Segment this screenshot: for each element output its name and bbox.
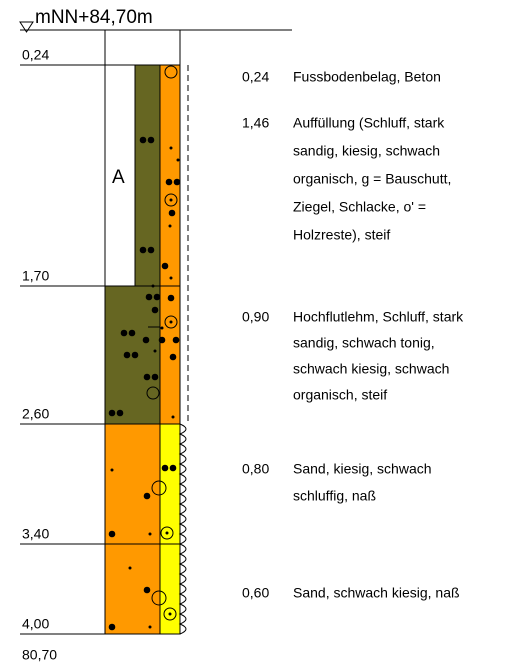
column-label: A <box>112 167 125 188</box>
symbol <box>153 293 161 301</box>
layer-description: Sand, kiesig, schwach <box>293 461 432 477</box>
bottom-elevation: 80,70 <box>22 647 57 663</box>
symbol <box>128 329 136 337</box>
symbol <box>165 178 173 186</box>
symbol <box>143 492 151 500</box>
depth-label: 4,00 <box>22 616 49 632</box>
symbol <box>139 136 147 144</box>
depth-label: 3,40 <box>22 526 49 542</box>
layer-description: Ziegel, Schlacke, o' = <box>293 199 426 215</box>
olive-band <box>134 64 161 287</box>
symbol <box>167 294 175 302</box>
symbol <box>164 193 178 207</box>
symbol <box>143 586 151 594</box>
layer-description: sandig, schwach tonig, <box>293 335 435 351</box>
symbol <box>160 526 174 540</box>
layer-thickness: 0,80 <box>242 461 269 477</box>
symbol <box>164 65 178 79</box>
symbol <box>169 276 173 280</box>
symbol <box>148 532 152 536</box>
symbol <box>151 590 167 606</box>
orange-band <box>104 423 161 545</box>
symbol <box>169 464 177 472</box>
layer-description: Sand, schwach kiesig, naß <box>293 585 460 601</box>
layer-description: Hochflutlehm, Schluff, stark <box>293 309 464 325</box>
symbol <box>158 336 166 344</box>
layer-description: Fussbodenbelag, Beton <box>293 69 441 85</box>
symbol <box>108 623 116 631</box>
layer-description: schwach kiesig, schwach <box>293 361 449 377</box>
symbol <box>143 373 151 381</box>
symbol <box>151 284 155 288</box>
symbol <box>165 531 169 535</box>
surface-layer <box>104 29 181 66</box>
symbol <box>146 386 160 400</box>
wavy-boundary <box>178 423 187 635</box>
layer-thickness: 0,60 <box>242 585 269 601</box>
symbol <box>128 566 132 570</box>
symbol <box>153 349 157 353</box>
orange-band <box>104 543 161 635</box>
symbol <box>142 336 150 344</box>
depth-label: 2,60 <box>22 406 49 422</box>
symbol <box>131 351 139 359</box>
symbol <box>120 329 128 337</box>
depth-label: 0,24 <box>22 47 49 63</box>
symbol <box>161 262 169 270</box>
symbol <box>145 293 153 301</box>
symbol <box>164 315 178 329</box>
symbol <box>116 409 124 417</box>
fill-box <box>104 64 136 287</box>
symbol <box>168 209 176 217</box>
symbol <box>168 612 172 616</box>
symbol <box>161 464 169 472</box>
yellow-band <box>159 423 181 545</box>
symbol <box>147 246 155 254</box>
orange-band <box>159 64 181 287</box>
layer-description: sandig, kiesig, schwach <box>293 143 440 159</box>
layer-thickness: 0,90 <box>242 309 269 325</box>
symbol <box>147 136 155 144</box>
symbol <box>169 320 173 324</box>
symbol <box>169 353 177 361</box>
orange-band <box>159 285 181 425</box>
layer-description: organisch, g = Bauschutt, <box>293 171 451 187</box>
symbol <box>163 607 177 621</box>
symbol <box>148 625 152 629</box>
symbol <box>172 336 180 344</box>
column <box>104 29 189 635</box>
layer-description: organisch, steif <box>293 387 387 403</box>
symbol <box>151 306 159 314</box>
elevation-triangle <box>19 21 34 33</box>
layer-description: schluffig, naß <box>293 488 376 504</box>
symbol <box>123 351 131 359</box>
layer-thickness: 0,24 <box>242 69 269 85</box>
symbol <box>168 224 172 228</box>
symbol <box>108 409 116 417</box>
elevation: mNN+84,70m <box>35 7 153 28</box>
symbol <box>176 158 180 162</box>
depth-label: 1,70 <box>22 268 49 284</box>
dynamic: 0,24 1,70 2,60 3,40 4,00 0,24 Fussbodenbelag, … <box>20 47 464 635</box>
symbol <box>110 468 114 472</box>
symbol <box>160 326 164 330</box>
symbol <box>151 480 167 496</box>
symbol <box>169 146 173 150</box>
symbol <box>169 198 173 202</box>
symbol <box>173 178 181 186</box>
symbol <box>151 373 159 381</box>
layer-description: Holzreste), steif <box>293 227 390 243</box>
layer-description: Auffüllung (Schluff, stark <box>293 115 445 131</box>
symbol <box>108 530 116 538</box>
symbol <box>139 246 147 254</box>
layer-thickness: 1,46 <box>242 115 269 131</box>
symbol <box>171 415 175 419</box>
